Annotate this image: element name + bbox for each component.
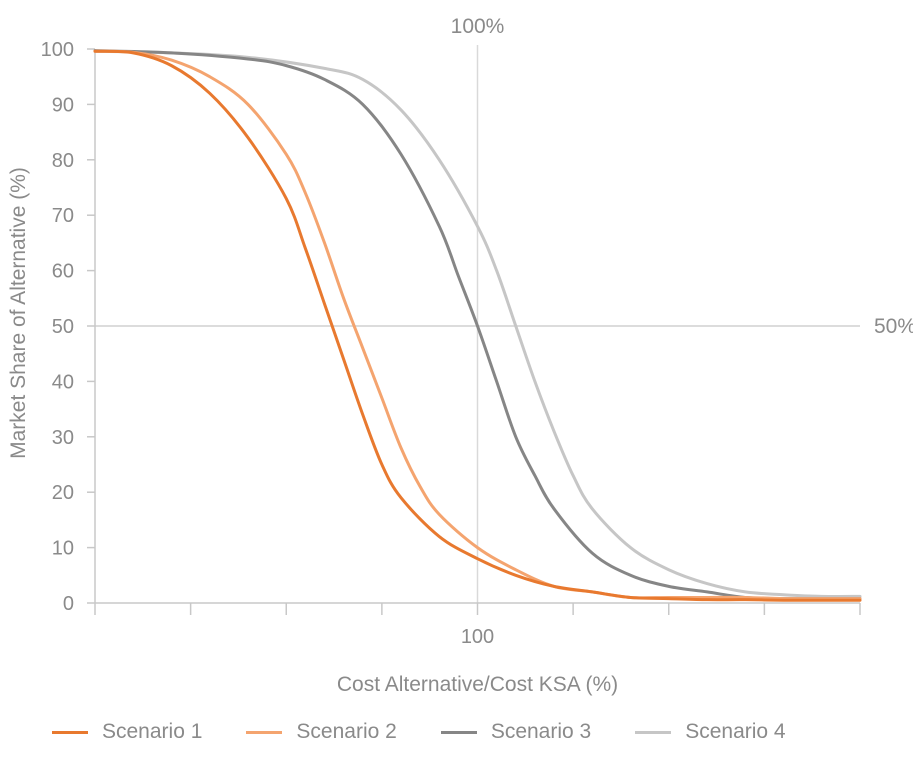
- y-tick-label: 90: [52, 94, 74, 116]
- reference-label-y: 50%: [874, 315, 913, 338]
- legend-label: Scenario 3: [490, 720, 592, 743]
- y-tick-label: 60: [52, 261, 74, 283]
- legend-swatch: [246, 730, 283, 734]
- series-layer: [93, 49, 862, 602]
- legend-label: Scenario 2: [296, 720, 397, 743]
- y-tick-label: 30: [52, 427, 74, 449]
- y-tick-label: 20: [52, 482, 74, 504]
- legend-item-scenario-4: Scenario 4: [635, 720, 786, 744]
- y-tick-label: 70: [52, 205, 74, 227]
- x-tick-label: 100: [461, 626, 494, 648]
- x-axis-title: Cost Alternative/Cost KSA (%): [337, 673, 618, 696]
- series-line-scenario-3: [93, 49, 862, 601]
- legend-item-scenario-2: Scenario 2: [246, 720, 397, 744]
- legend-swatch: [440, 730, 477, 734]
- legend-swatch: [635, 730, 672, 734]
- series-line-scenario-1: [93, 49, 862, 602]
- axes: [87, 48, 861, 615]
- y-tick-label: 100: [41, 39, 74, 61]
- legend-label: Scenario 1: [102, 720, 203, 743]
- y-tick-label: 50: [52, 316, 74, 338]
- legend-item-scenario-3: Scenario 3: [440, 720, 592, 744]
- labels-layer: 100% 50% 0 10 20 30 40 50 60 70 80 90 100 100 Cost Alt…: [7, 15, 913, 696]
- y-tick-label: 40: [52, 371, 74, 393]
- y-tick-label: 80: [52, 150, 74, 172]
- legend-label: Scenario 4: [685, 720, 786, 743]
- y-tick-label: 10: [52, 538, 74, 560]
- legend: Scenario 1 Scenario 2 Scenario 3 Scenario 4: [52, 720, 830, 744]
- y-axis-title: Market Share of Alternative (%): [7, 167, 30, 459]
- legend-item-scenario-1: Scenario 1: [52, 720, 202, 744]
- reference-label-x: 100%: [451, 15, 505, 38]
- series-line-scenario-2: [93, 49, 862, 601]
- y-tick-label: 0: [63, 593, 74, 615]
- legend-swatch: [52, 730, 88, 734]
- series-line-scenario-4: [93, 49, 862, 598]
